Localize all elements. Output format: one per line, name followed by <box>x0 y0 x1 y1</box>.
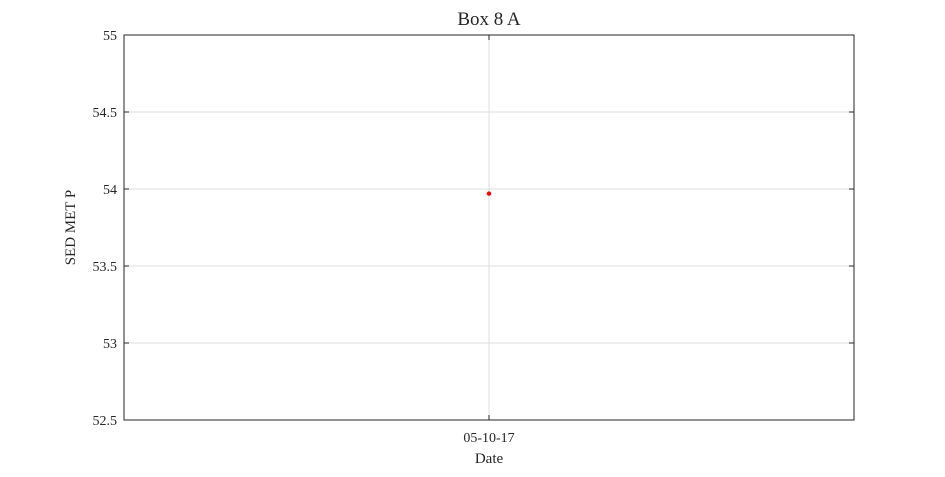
data-point <box>486 191 492 196</box>
y-tick-label: 52.5 <box>93 414 118 429</box>
y-tick-label: 53 <box>103 337 117 352</box>
x-axis-label: Date <box>475 451 504 467</box>
axis-ticks: 52.5 53 53.5 54 54.5 55 05-10-17 <box>93 29 854 446</box>
y-axis-label: SED MET P <box>63 190 79 266</box>
data-points <box>486 191 492 196</box>
x-tick-label: 05-10-17 <box>463 431 514 446</box>
grid-lines <box>124 35 854 420</box>
chart-title: Box 8 A <box>457 9 521 30</box>
y-tick-label: 54.5 <box>93 106 118 121</box>
y-tick-label: 54 <box>103 183 117 198</box>
y-tick-label: 55 <box>103 29 117 44</box>
y-tick-label: 53.5 <box>93 260 118 275</box>
